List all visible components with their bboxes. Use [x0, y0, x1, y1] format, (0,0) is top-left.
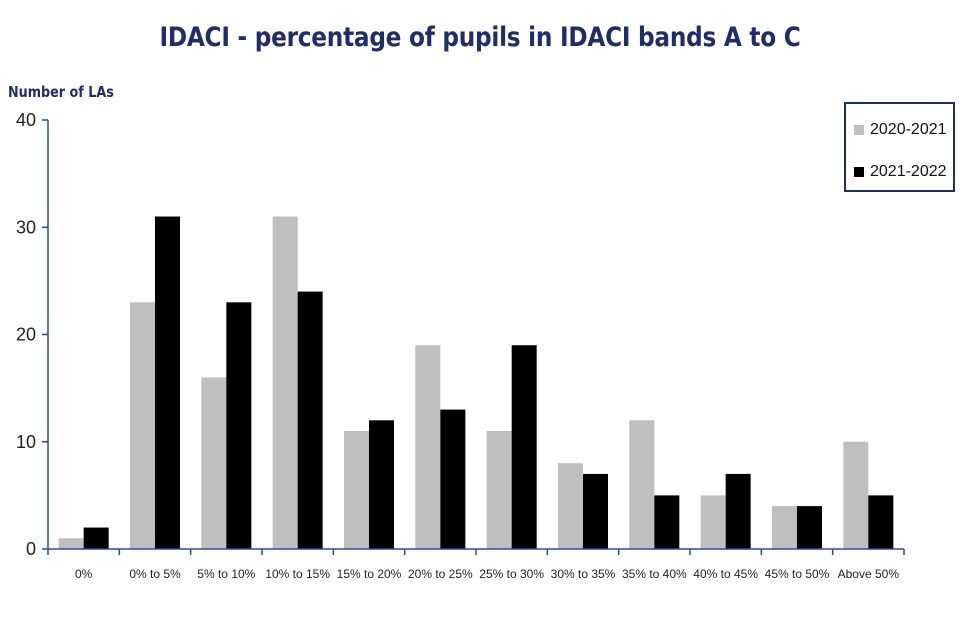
bar-2021-2022-6 [511, 345, 537, 549]
legend: 2020-2021 2021-2022 [844, 102, 955, 192]
y-tick-label-20: 20 [16, 325, 36, 345]
x-category-label-6: 25% to 30% [479, 567, 544, 581]
x-category-label-5: 20% to 25% [408, 567, 473, 581]
legend-item-2021-2022: 2021-2022 [854, 162, 947, 182]
bar-2020-2021-6 [486, 431, 512, 549]
legend-swatch-2020-2021 [854, 125, 864, 135]
bar-2021-2022-7 [583, 473, 608, 549]
bar-2020-2021-7 [558, 463, 583, 549]
bar-2021-2022-4 [369, 420, 394, 549]
bar-2021-2022-2 [226, 302, 252, 549]
bar-2020-2021-5 [415, 345, 441, 549]
legend-swatch-2021-2022 [854, 167, 864, 177]
bar-2021-2022-1 [155, 216, 180, 549]
x-category-label-10: 45% to 50% [765, 567, 830, 581]
bar-2021-2022-11 [868, 495, 894, 549]
x-category-label-2: 5% to 10% [197, 567, 255, 581]
bar-2021-2022-9 [725, 473, 751, 549]
bar-2020-2021-9 [700, 495, 726, 549]
x-category-label-1: 0% to 5% [129, 567, 181, 581]
x-category-label-8: 35% to 40% [622, 567, 687, 581]
x-category-label-4: 15% to 20% [337, 567, 402, 581]
bar-2021-2022-5 [440, 409, 466, 549]
bar-2020-2021-2 [201, 377, 227, 549]
x-category-label-11: Above 50% [838, 567, 900, 581]
bar-2020-2021-10 [772, 506, 797, 549]
bar-2020-2021-3 [272, 216, 298, 549]
bar-2021-2022-3 [297, 291, 323, 549]
bar-2020-2021-8 [629, 420, 655, 549]
y-tick-label-10: 10 [16, 432, 36, 452]
bar-2021-2022-8 [654, 495, 680, 549]
legend-label-2021-2022: 2021-2022 [870, 163, 947, 180]
bar-2020-2021-1 [130, 302, 155, 549]
x-category-label-0: 0% [75, 567, 93, 581]
bar-2021-2022-10 [797, 506, 822, 549]
bar-2021-2022-0 [83, 527, 109, 549]
x-category-label-7: 30% to 35% [551, 567, 616, 581]
bar-2020-2021-0 [58, 538, 84, 549]
legend-label-2020-2021: 2020-2021 [870, 121, 947, 138]
x-category-label-3: 10% to 15% [265, 567, 330, 581]
y-axis-label: Number of LAs [8, 83, 114, 101]
y-tick-label-30: 30 [16, 217, 36, 237]
chart-title: IDACI - percentage of pupils in IDACI ba… [159, 22, 801, 53]
legend-item-2020-2021: 2020-2021 [854, 120, 947, 140]
y-tick-label-0: 0 [26, 539, 36, 559]
bar-2020-2021-11 [843, 441, 869, 549]
y-tick-label-40: 40 [16, 110, 36, 130]
bar-2020-2021-4 [344, 431, 369, 549]
x-category-label-9: 40% to 45% [693, 567, 758, 581]
